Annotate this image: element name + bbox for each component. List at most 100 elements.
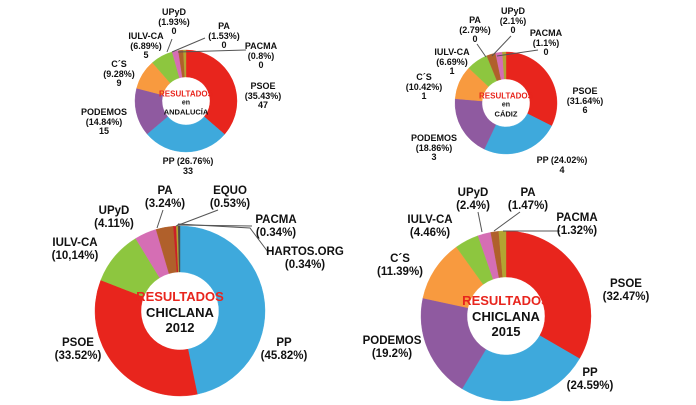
segment-label-line: 1 (421, 91, 427, 101)
segment-label-line: PSOE (572, 86, 598, 96)
segment-label-line: (6.89%) (130, 40, 162, 51)
segment-label-andalucia-c-s: C´S (9.28%) 9 (103, 59, 135, 89)
segment-label-cadiz-pp: PP (24.02%) 4 (536, 155, 588, 175)
segment-label-line: UPyD (161, 7, 187, 17)
segment-label-line: PACMA (255, 214, 297, 226)
segment-label-line: (1.47%) (507, 199, 549, 212)
leader-line (175, 209, 219, 227)
segment-label-line: (0.34%) (284, 258, 326, 271)
segment-label-andalucia-pa: PA (1.53%) 0 (208, 21, 240, 51)
center-title-line: 2015 (491, 323, 521, 339)
segment-label-line: PA (469, 15, 481, 25)
chart-center-title-cadiz: RESULTADOS en CÁDIZ (479, 92, 533, 119)
segment-label-line: (1.1%) (532, 37, 560, 48)
segment-label-chiclana-2015-iulv-ca: IULV-CA (4.46%) (407, 214, 452, 239)
segment-label-chiclana-2015-psoe: PSOE (32.47%) (603, 278, 650, 303)
segment-label-line: (32.47%) (602, 290, 650, 303)
segment-label-chiclana-2012-equo: EQUO (0.53%) (210, 185, 250, 210)
segment-label-line: (45.82%) (260, 349, 308, 362)
segment-label-line: PP (26.76%) (162, 156, 214, 166)
segment-label-line: EQUO (213, 185, 247, 197)
segment-label-line: PP (582, 367, 598, 379)
center-title-line: CHICLANA (472, 308, 540, 324)
segment-label-line: (14.84%) (85, 116, 123, 127)
segment-label-line: PSOE (250, 81, 276, 91)
segment-label-chiclana-2015-upyd: UPyD (2.4%) (456, 187, 490, 212)
segment-label-line: PSOE (610, 278, 642, 290)
segment-label-line: (1.32%) (556, 224, 598, 237)
leader-line (176, 224, 253, 227)
segment-label-andalucia-pacma: PACMA (0.8%) 0 (245, 41, 277, 71)
segment-label-chiclana-2015-podemos: PODEMOS (19.2%) (363, 335, 422, 360)
segment-label-line: (10,14%) (51, 249, 99, 262)
segment-label-line: 0 (543, 47, 549, 57)
segment-label-line: PP (24.02%) (536, 155, 588, 165)
leader-line (156, 209, 164, 229)
segment-label-line: 0 (258, 60, 264, 70)
segment-label-line: (4.46%) (409, 226, 451, 239)
center-title-line: CHICLANA (146, 304, 214, 320)
segment-label-line: PODEMOS (362, 335, 422, 347)
segment-label-line: (10.42%) (405, 81, 443, 92)
segment-label-chiclana-2012-pa: PA (3.24%) (145, 185, 185, 210)
slice-chiclana-2015-pp (461, 335, 580, 402)
center-title-line: CÁDIZ (494, 109, 518, 119)
leader-line (476, 43, 487, 58)
chart-center-title-chiclana-2012: RESULTADOS CHICLANA 2012 (136, 289, 224, 336)
segment-label-line: PA (218, 21, 230, 31)
segment-label-line: 33 (182, 165, 193, 176)
leader-line (491, 35, 512, 57)
center-title-line: en (501, 101, 511, 109)
segment-label-line: (33.52%) (54, 349, 102, 362)
segment-label-line: 5 (143, 50, 149, 60)
center-title-line: ANDALUCÍA (163, 107, 209, 117)
segment-label-cadiz-upyd: UPyD (2.1%) 0 (500, 6, 527, 36)
slice-andalucia-psoe (185, 49, 238, 135)
segment-label-line: 4 (559, 164, 565, 175)
segment-label-line: (24.59%) (566, 379, 614, 392)
segment-label-line: 15 (98, 126, 110, 136)
segment-label-line: (3.24%) (144, 197, 186, 210)
chart-center-title-chiclana-2015: RESULTADOS CHICLANA 2015 (462, 293, 550, 340)
center-title-resultados: RESULTADOS (479, 91, 533, 101)
segment-label-cadiz-pa: PA (2.79%) 0 (459, 15, 491, 45)
segment-label-line: (19.2%) (371, 347, 413, 360)
segment-label-line: (6.69%) (436, 56, 468, 67)
segment-label-line: (0.53%) (209, 197, 251, 210)
segment-label-chiclana-2012-hartos-org: HARTOS.ORG (0.34%) (266, 246, 344, 271)
segment-label-line: (1.53%) (208, 30, 240, 41)
segment-label-cadiz-c-s: C´S (10.42%) 1 (405, 72, 443, 102)
segment-label-line: 0 (472, 34, 478, 44)
segment-label-line: 0 (510, 25, 516, 35)
segment-label-line: PSOE (62, 337, 94, 349)
segment-label-line: PP (276, 337, 292, 349)
leader-line (177, 49, 247, 53)
segment-label-line: 47 (257, 100, 268, 110)
segment-label-line: IULV-CA (52, 237, 98, 249)
segment-label-line: PA (157, 185, 173, 197)
segment-label-line: PACMA (556, 212, 598, 224)
leader-line (171, 37, 206, 53)
leader-line (493, 211, 521, 232)
segment-label-line: (0.8%) (247, 50, 275, 61)
leader-line (166, 38, 173, 53)
segment-label-line: PA (520, 187, 536, 199)
segment-label-line: PACMA (529, 28, 563, 38)
segment-label-andalucia-upyd: UPyD (1.93%) 0 (158, 7, 190, 37)
segment-label-line: (0.34%) (255, 226, 297, 239)
segment-label-line: 3 (431, 152, 437, 162)
segment-label-line: 1 (449, 66, 455, 76)
slice-chiclana-2015-pacma (498, 230, 507, 278)
segment-label-line: (31.64%) (566, 95, 604, 106)
center-title-line: en (181, 99, 191, 107)
segment-label-line: PODEMOS (410, 133, 458, 143)
segment-label-line: (18.86%) (415, 142, 453, 153)
segment-label-andalucia-pp: PP (26.76%) 33 (162, 156, 214, 176)
segment-label-line: C´S (111, 59, 127, 69)
segment-label-line: 0 (171, 26, 177, 36)
chart-center-title-andalucia: RESULTADOS en ANDALUCÍA (159, 90, 213, 117)
slice-andalucia-pacma (183, 49, 187, 78)
segment-label-andalucia-iulv-ca: IULV-CA (6.89%) 5 (128, 31, 163, 61)
segment-label-line: 0 (221, 40, 227, 50)
